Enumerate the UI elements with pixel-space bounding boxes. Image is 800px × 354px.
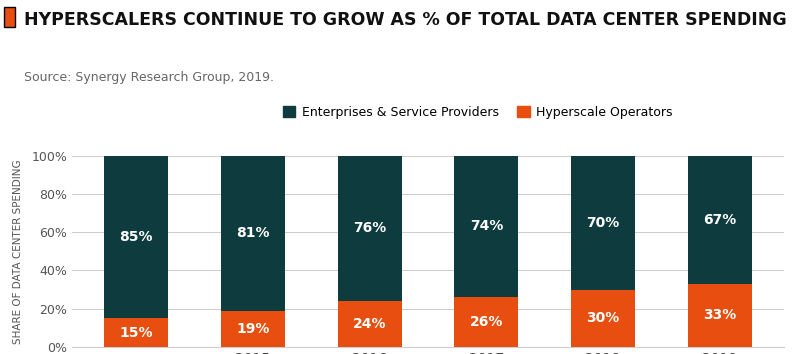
- Text: 26%: 26%: [470, 315, 503, 329]
- Bar: [104, 318, 168, 347]
- Bar: [221, 156, 285, 310]
- Text: 67%: 67%: [703, 213, 737, 227]
- Bar: [338, 301, 402, 347]
- Text: HYPERSCALERS CONTINUE TO GROW AS % OF TOTAL DATA CENTER SPENDING: HYPERSCALERS CONTINUE TO GROW AS % OF TO…: [24, 11, 786, 29]
- Bar: [104, 156, 168, 318]
- Text: 74%: 74%: [470, 219, 503, 234]
- Text: 70%: 70%: [586, 216, 620, 230]
- Text: 15%: 15%: [119, 326, 153, 339]
- Text: 85%: 85%: [119, 230, 153, 244]
- Legend: Enterprises & Service Providers, Hyperscale Operators: Enterprises & Service Providers, Hypersc…: [278, 101, 678, 124]
- Y-axis label: SHARE OF DATA CENTER SPENDING: SHARE OF DATA CENTER SPENDING: [13, 159, 23, 344]
- Bar: [221, 310, 285, 347]
- Text: 30%: 30%: [586, 311, 620, 325]
- Bar: [454, 297, 518, 347]
- Bar: [688, 284, 752, 347]
- Bar: [571, 156, 635, 290]
- Text: 33%: 33%: [703, 308, 737, 322]
- Bar: [454, 156, 518, 297]
- Text: Source: Synergy Research Group, 2019.: Source: Synergy Research Group, 2019.: [24, 71, 274, 84]
- Bar: [338, 156, 402, 301]
- Text: 19%: 19%: [236, 322, 270, 336]
- Text: 24%: 24%: [353, 317, 386, 331]
- Text: 76%: 76%: [353, 221, 386, 235]
- Bar: [688, 156, 752, 284]
- Text: 81%: 81%: [236, 226, 270, 240]
- Bar: [571, 290, 635, 347]
